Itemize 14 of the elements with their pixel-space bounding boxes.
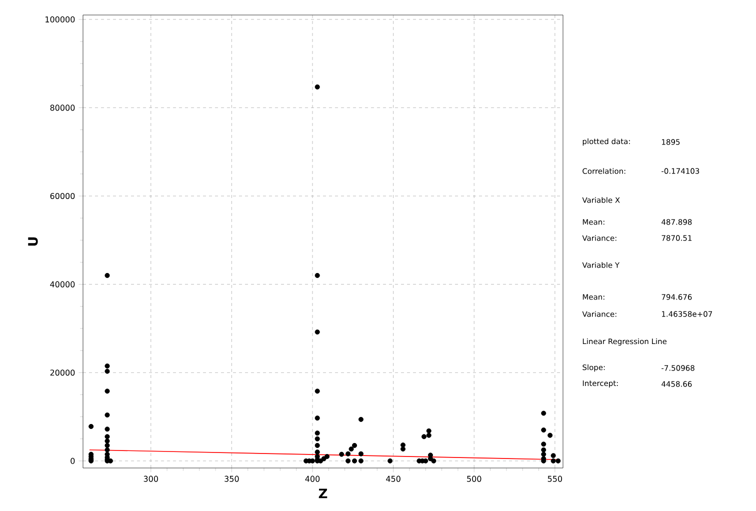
y-tick-label: 80000 bbox=[50, 104, 75, 111]
y-tick-label: 100000 bbox=[46, 16, 75, 22]
x-tick-label: 450 bbox=[386, 476, 400, 482]
y-tick-label: 20000 bbox=[50, 370, 75, 376]
x-tick-label: 400 bbox=[305, 476, 320, 482]
y-axis-title: U bbox=[28, 237, 38, 246]
x-tick-label: 300 bbox=[144, 476, 158, 482]
x-tick-label: 500 bbox=[467, 476, 482, 482]
x-tick-label: 350 bbox=[224, 476, 239, 482]
y-tick-label: 40000 bbox=[50, 281, 75, 288]
x-axis-title: Z bbox=[318, 488, 328, 498]
x-tick-label: 550 bbox=[548, 476, 562, 482]
y-tick-label: 0 bbox=[70, 458, 75, 464]
y-tick-label: 60000 bbox=[50, 192, 75, 200]
